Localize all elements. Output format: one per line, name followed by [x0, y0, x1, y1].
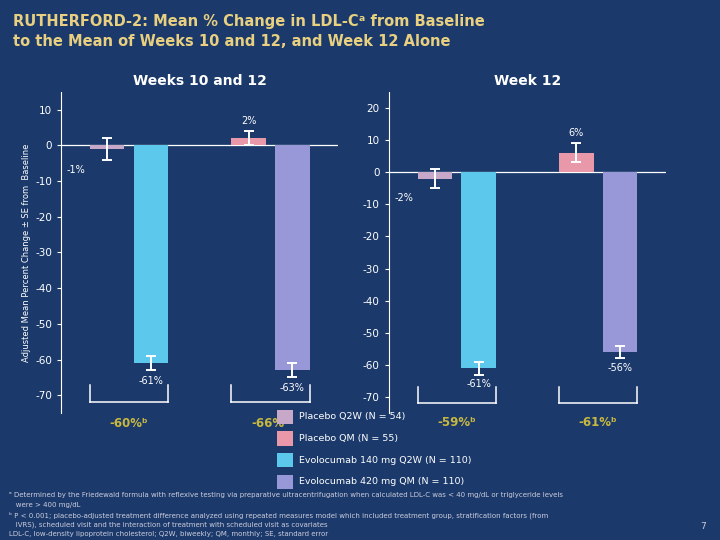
Text: -66%ᵇ: -66%ᵇ	[251, 417, 290, 430]
Y-axis label: Adjusted Mean Percent Change ± SE from  Baseline: Adjusted Mean Percent Change ± SE from B…	[22, 143, 31, 362]
Bar	[134, 145, 168, 363]
Text: 6%: 6%	[569, 129, 584, 138]
Text: -56%: -56%	[608, 363, 632, 373]
Text: ᵇ P < 0.001; placebo-adjusted treatment difference analyzed using repeated measu: ᵇ P < 0.001; placebo-adjusted treatment …	[9, 512, 548, 519]
Text: IVRS), scheduled visit and the interaction of treatment with scheduled visit as : IVRS), scheduled visit and the interacti…	[9, 522, 328, 528]
Bar	[462, 172, 496, 368]
Bar	[275, 145, 310, 370]
Bar	[418, 172, 452, 179]
Text: Placebo Q2W (N = 54): Placebo Q2W (N = 54)	[299, 413, 405, 421]
Text: 7: 7	[700, 522, 706, 531]
Text: -2%: -2%	[394, 193, 413, 203]
Title: Weeks 10 and 12: Weeks 10 and 12	[133, 74, 266, 88]
Bar	[90, 145, 125, 149]
Text: were > 400 mg/dL: were > 400 mg/dL	[9, 502, 80, 508]
Bar	[231, 138, 266, 145]
Text: -1%: -1%	[67, 165, 86, 175]
Text: Placebo QM (N = 55): Placebo QM (N = 55)	[299, 434, 398, 443]
Bar	[603, 172, 637, 352]
Bar	[559, 153, 593, 172]
Text: RUTHERFORD-2: Mean % Change in LDL-Cᵃ from Baseline
to the Mean of Weeks 10 and : RUTHERFORD-2: Mean % Change in LDL-Cᵃ fr…	[13, 14, 485, 50]
Text: 2%: 2%	[241, 116, 256, 126]
Text: Evolocumab 140 mg Q2W (N = 110): Evolocumab 140 mg Q2W (N = 110)	[299, 456, 472, 464]
Text: -60%ᵇ: -60%ᵇ	[109, 417, 148, 430]
Text: Evolocumab 420 mg QM (N = 110): Evolocumab 420 mg QM (N = 110)	[299, 477, 464, 486]
Title: Week 12: Week 12	[494, 74, 561, 88]
Text: -63%: -63%	[280, 383, 305, 393]
Text: -59%ᵇ: -59%ᵇ	[437, 416, 476, 429]
Text: ᵃ Determined by the Friedewald formula with reflexive testing via preparative ul: ᵃ Determined by the Friedewald formula w…	[9, 492, 562, 498]
Text: -61%: -61%	[138, 376, 163, 386]
Text: -61%ᵇ: -61%ᵇ	[579, 416, 618, 429]
Text: -61%: -61%	[466, 380, 491, 389]
Text: LDL-C, low-density lipoprotein cholesterol; Q2W, biweekly; QM, monthly; SE, stan: LDL-C, low-density lipoprotein cholester…	[9, 531, 328, 537]
